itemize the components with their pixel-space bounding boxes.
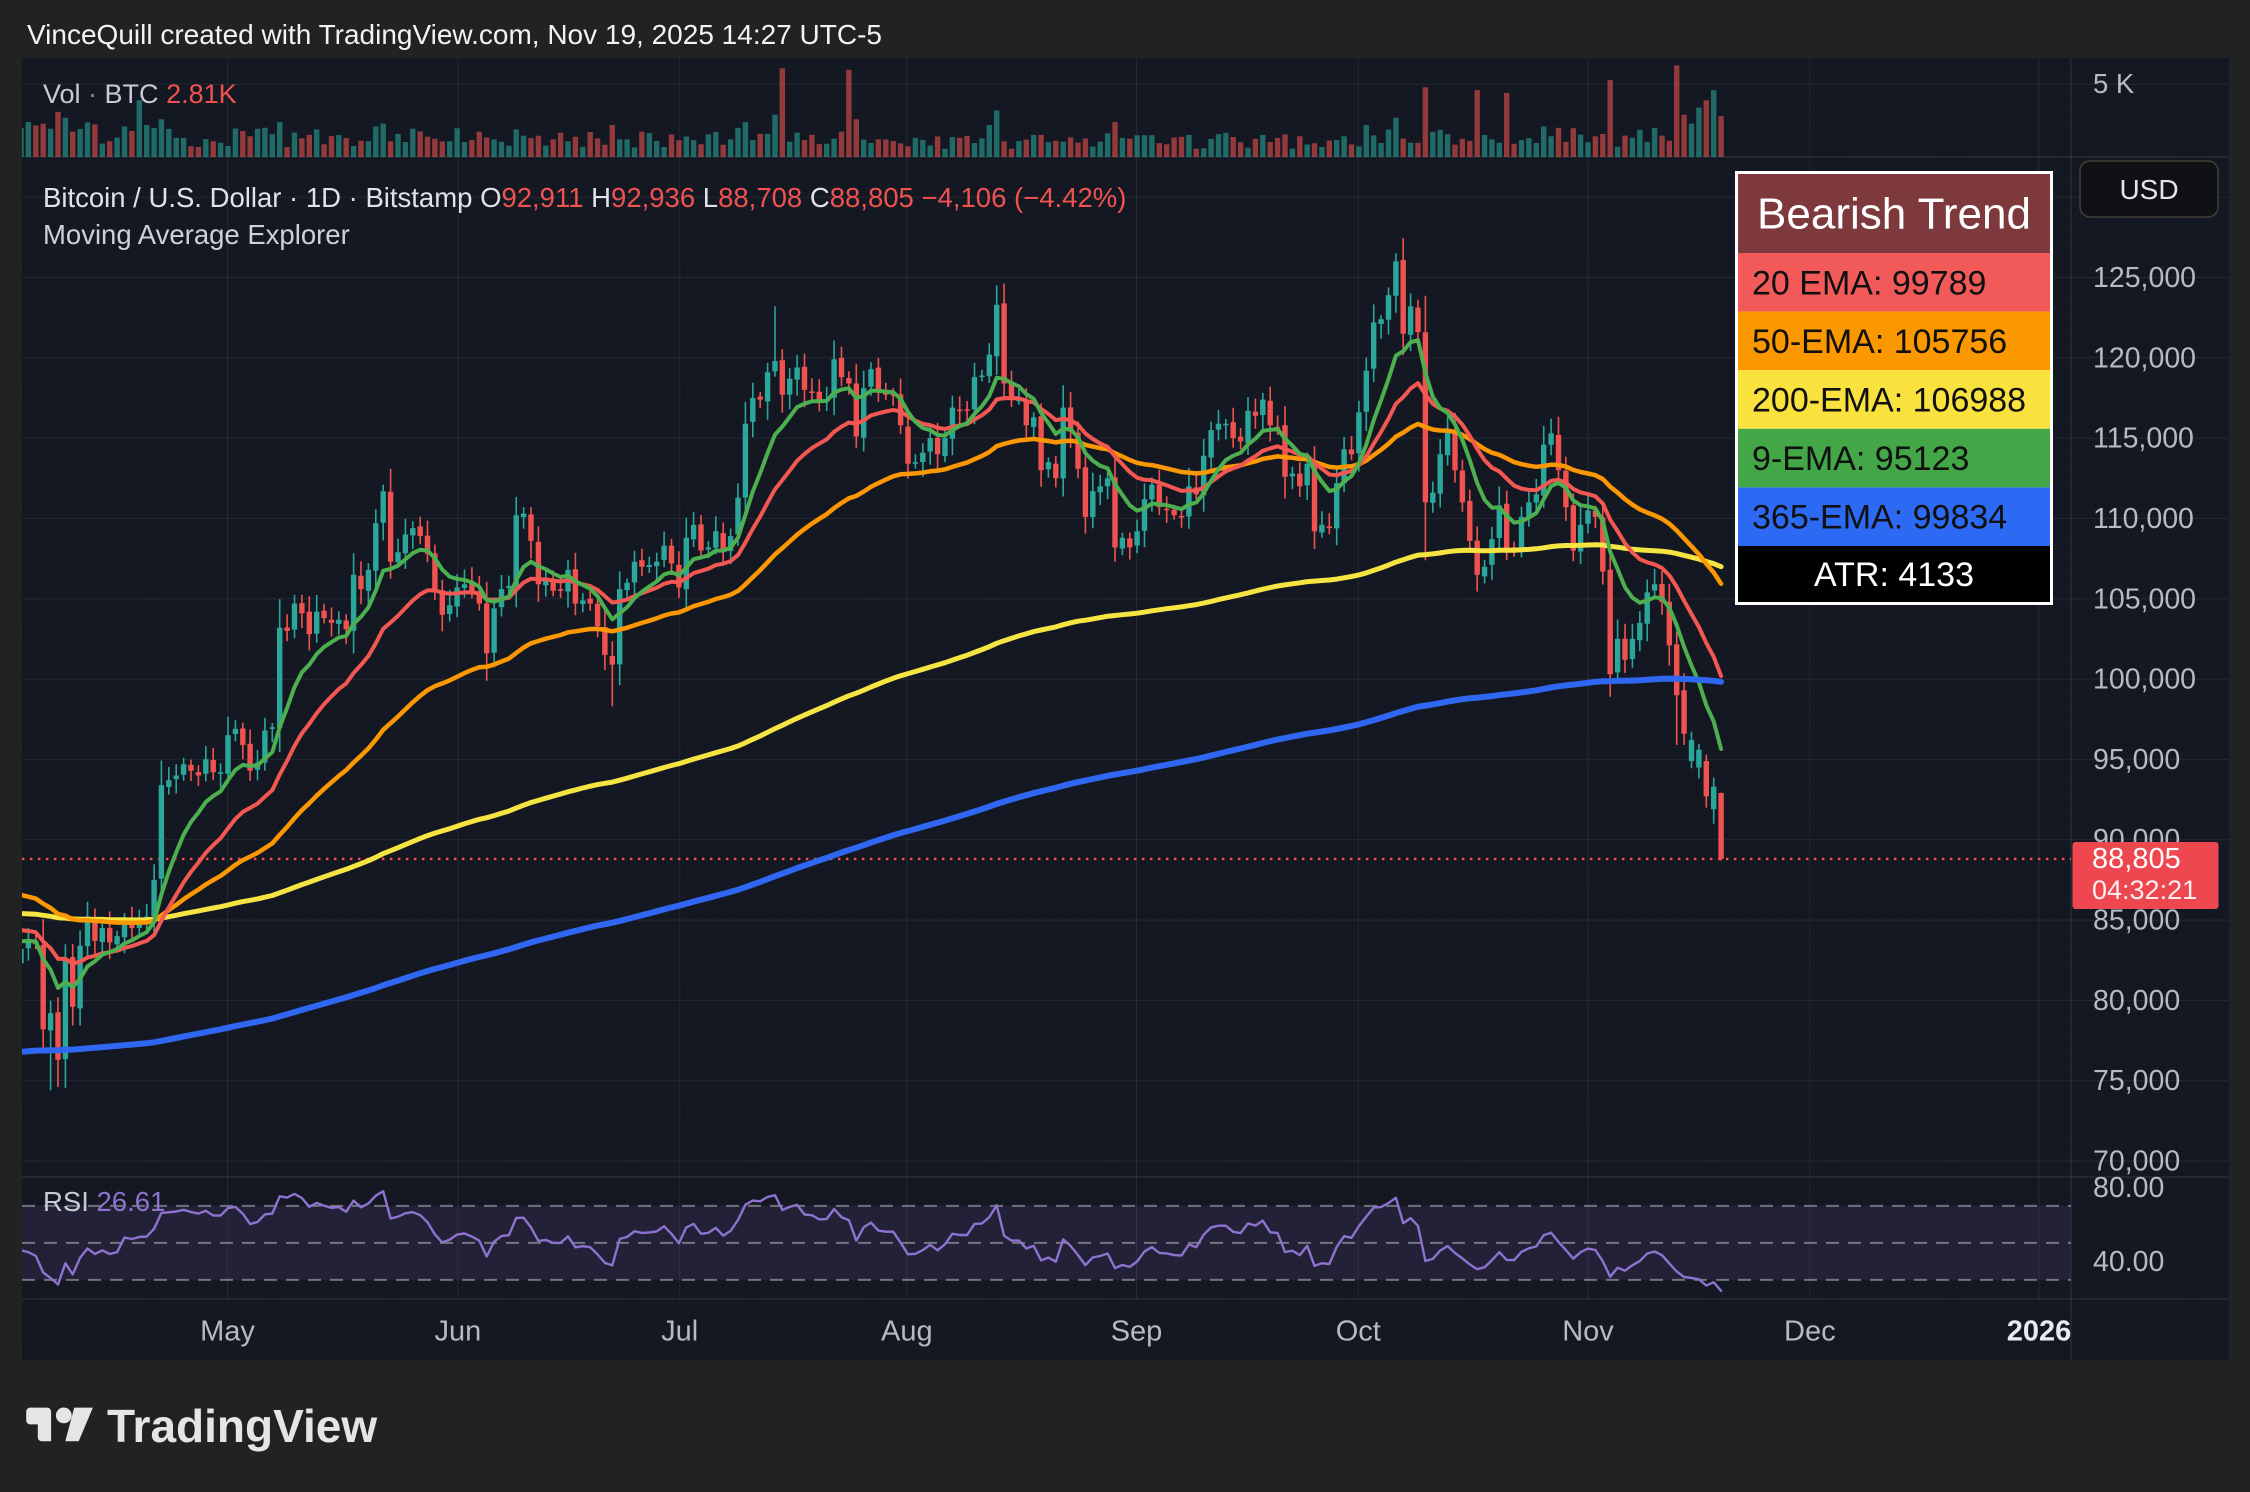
svg-text:Nov: Nov (1562, 1316, 1614, 1348)
svg-text:04:32:21: 04:32:21 (2092, 875, 2197, 905)
svg-text:75,000: 75,000 (2093, 1065, 2180, 1097)
svg-text:Sep: Sep (1111, 1316, 1163, 1348)
svg-text:Aug: Aug (881, 1316, 933, 1348)
svg-text:115,000: 115,000 (2093, 423, 2194, 455)
svg-text:Oct: Oct (1336, 1316, 1381, 1348)
svg-text:80,000: 80,000 (2093, 985, 2180, 1017)
svg-text:Moving Average Explorer: Moving Average Explorer (43, 219, 350, 250)
svg-text:20 EMA: 99789: 20 EMA: 99789 (1752, 264, 1986, 302)
svg-text:TradingView: TradingView (107, 1400, 377, 1452)
svg-text:May: May (200, 1316, 255, 1348)
svg-text:85,000: 85,000 (2093, 905, 2180, 937)
svg-text:Bitcoin / U.S. Dollar · 1D · B: Bitcoin / U.S. Dollar · 1D · Bitstamp O9… (43, 182, 1126, 213)
svg-text:110,000: 110,000 (2093, 503, 2194, 535)
svg-text:2026: 2026 (2007, 1316, 2072, 1348)
svg-text:95,000: 95,000 (2093, 744, 2180, 776)
svg-text:200-EMA: 106988: 200-EMA: 106988 (1752, 382, 2026, 420)
svg-text:Jul: Jul (661, 1316, 698, 1348)
svg-text:365-EMA: 99834: 365-EMA: 99834 (1752, 499, 2007, 537)
svg-text:RSI 26.61: RSI 26.61 (43, 1186, 165, 1217)
svg-text:USD: USD (2119, 174, 2178, 205)
svg-text:120,000: 120,000 (2093, 342, 2196, 374)
svg-text:9-EMA: 95123: 9-EMA: 95123 (1752, 440, 1969, 478)
svg-text:Jun: Jun (435, 1316, 482, 1348)
svg-text:40.00: 40.00 (2093, 1246, 2164, 1278)
svg-text:50-EMA: 105756: 50-EMA: 105756 (1752, 323, 2007, 361)
svg-text:VinceQuill created with Tradin: VinceQuill created with TradingView.com,… (27, 19, 882, 50)
svg-text:70,000: 70,000 (2093, 1146, 2180, 1178)
svg-text:Bearish Trend: Bearish Trend (1757, 190, 2031, 239)
svg-text:5 K: 5 K (2093, 68, 2135, 99)
svg-text:80.00: 80.00 (2093, 1172, 2164, 1204)
svg-text:105,000: 105,000 (2093, 583, 2196, 615)
svg-text:125,000: 125,000 (2093, 262, 2196, 294)
svg-text:Dec: Dec (1784, 1316, 1836, 1348)
svg-text:Vol · BTC 2.81K: Vol · BTC 2.81K (43, 79, 237, 109)
svg-text:100,000: 100,000 (2093, 664, 2196, 696)
svg-text:ATR: 4133: ATR: 4133 (1814, 556, 1974, 594)
svg-text:88,805: 88,805 (2092, 843, 2181, 875)
